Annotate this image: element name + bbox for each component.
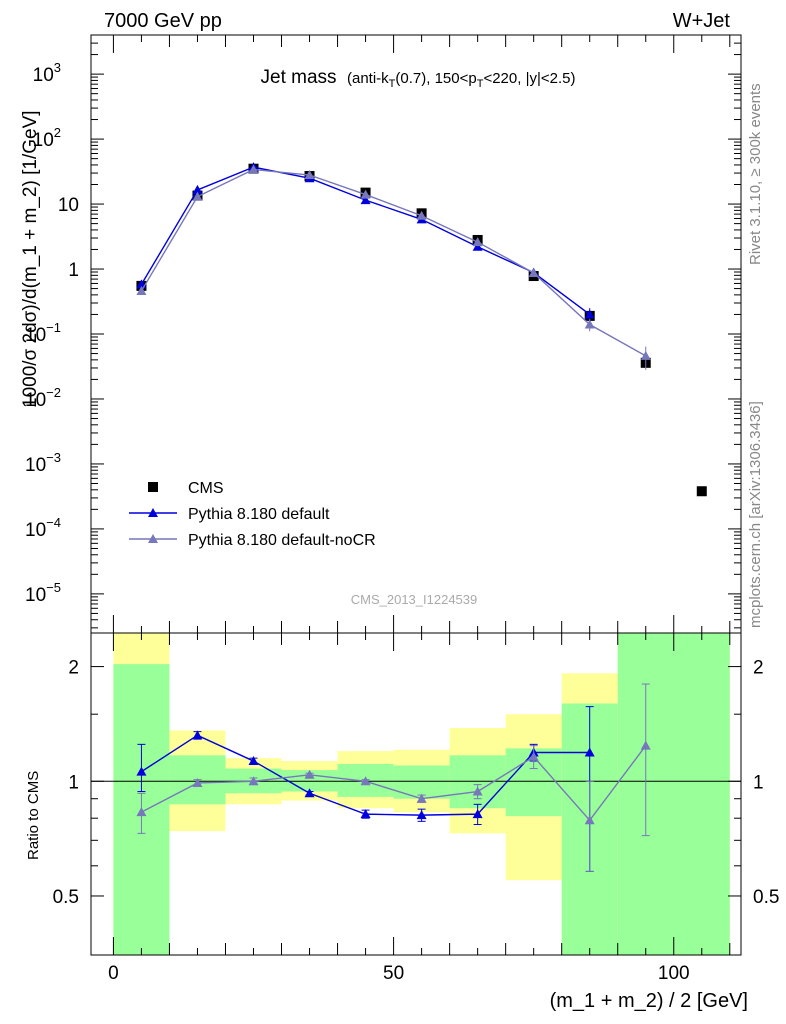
ratio-point-0 (248, 756, 259, 766)
ratio-line-1 (141, 745, 647, 822)
title-detail-2: (0.7), 150<p (395, 70, 476, 87)
series-point-2 (304, 170, 315, 180)
y-tick-label: 1 (68, 260, 79, 281)
ratio-point-1 (248, 776, 259, 786)
x-axis-title: (m_1 + m_2) / 2 [GeV] (550, 990, 748, 1012)
series-point-2 (360, 189, 371, 199)
ratio-point-1 (192, 777, 203, 787)
ratio-series (136, 683, 651, 872)
series-point-2 (528, 267, 539, 277)
ratio-y-tick-label: 0.5 (53, 887, 79, 908)
series-point-2 (248, 164, 259, 174)
series-point-1 (192, 184, 203, 194)
legend-marker (148, 534, 158, 543)
band-inner (617, 633, 730, 955)
series-point-2 (136, 285, 147, 295)
ratio-point-1 (584, 815, 595, 825)
series-point-2 (640, 350, 651, 360)
legend-label: Pythia 8.180 default-noCR (188, 532, 376, 549)
ratio-point-0 (192, 730, 203, 740)
ratio-y-tick-label: 2 (753, 658, 764, 679)
y-tick-label: 102 (33, 125, 61, 151)
series-point-1 (360, 195, 371, 205)
ratio-y-tick-label: 2 (68, 658, 79, 679)
analysis-label: CMS_2013_I1224539 (351, 592, 478, 607)
series-point-2 (584, 319, 595, 329)
ratio-plot-frame (90, 632, 742, 956)
ratio-point-0 (360, 809, 371, 819)
ratio-point-1 (360, 776, 371, 786)
ratio-y-tick-label: 1 (68, 772, 79, 793)
ratio-ylabel: Ratio to CMS (25, 771, 42, 860)
y-tick-label: 10−2 (25, 385, 61, 411)
title-main: Jet mass (261, 67, 337, 88)
y-tick-label: 10−1 (25, 320, 61, 346)
legend-marker-cms (148, 482, 158, 492)
ratio-axes: 0 50 100 0.5 0.5 1 1 2 2 (53, 633, 779, 984)
header-right: W+Jet (673, 10, 731, 32)
ratio-point-1 (304, 769, 315, 779)
title-detail-4: <220, |y|<2.5) (483, 70, 575, 87)
ratio-point-0 (472, 809, 483, 819)
legend-marker (148, 508, 158, 517)
cms-data-point (696, 486, 707, 497)
y-tick-label: 10−5 (25, 580, 61, 606)
series-point-2 (472, 237, 483, 247)
main-axes: 10−5 10−4 10−3 10−2 10−1 1 10 102 103 (25, 34, 741, 633)
title-detail-3: T (477, 78, 484, 90)
series-point-2 (416, 210, 427, 220)
y-tick-label: 10−4 (25, 515, 61, 541)
series-point-1 (472, 241, 483, 251)
ratio-point-1 (472, 786, 483, 796)
main-series (136, 162, 707, 497)
main-ylabel: 1000/σ 2dσ)/d(m_1 + m_2) [1/GeV] (20, 110, 41, 408)
ratio-frame-box (90, 632, 742, 956)
ratio-point-1 (640, 740, 651, 750)
header-left: 7000 GeV pp (104, 10, 222, 32)
y-tick-label: 10 (58, 195, 79, 216)
ratio-point-0 (136, 766, 147, 776)
y-tick-label: 103 (33, 60, 61, 86)
ratio-y-tick-label: 0.5 (753, 887, 779, 908)
title-detail-0: (anti-k (347, 70, 389, 87)
rivet-label: Rivet 3.1.10, ≥ 300k events (747, 83, 764, 265)
reference-label: mcplots.cern.ch [arXiv:1306.3436] (747, 401, 764, 628)
series-line-2 (140, 168, 647, 357)
legend-label: Pythia 8.180 default (188, 506, 330, 523)
x-tick-label: 0 (108, 963, 119, 984)
series-point-2 (192, 191, 203, 201)
y-tick-label: 10−3 (25, 450, 61, 476)
legend: CMS Pythia 8.180 default Pythia 8.180 defa… (129, 480, 376, 549)
plot-title: Jet mass (anti-kT(0.7), 150<pT<220, |y|<… (261, 67, 576, 90)
ratio-point-0 (416, 810, 427, 820)
ratio-point-0 (304, 788, 315, 798)
ratio-point-1 (136, 807, 147, 817)
ratio-y-tick-label: 1 (753, 772, 764, 793)
series-point-1 (584, 309, 595, 319)
x-tick-label: 100 (658, 963, 690, 984)
x-tick-label: 50 (383, 963, 404, 984)
title-detail-1: T (389, 78, 396, 90)
ratio-point-0 (584, 747, 595, 757)
legend-label: CMS (188, 480, 224, 497)
ratio-point-1 (416, 793, 427, 803)
ratio-point-1 (528, 751, 539, 761)
